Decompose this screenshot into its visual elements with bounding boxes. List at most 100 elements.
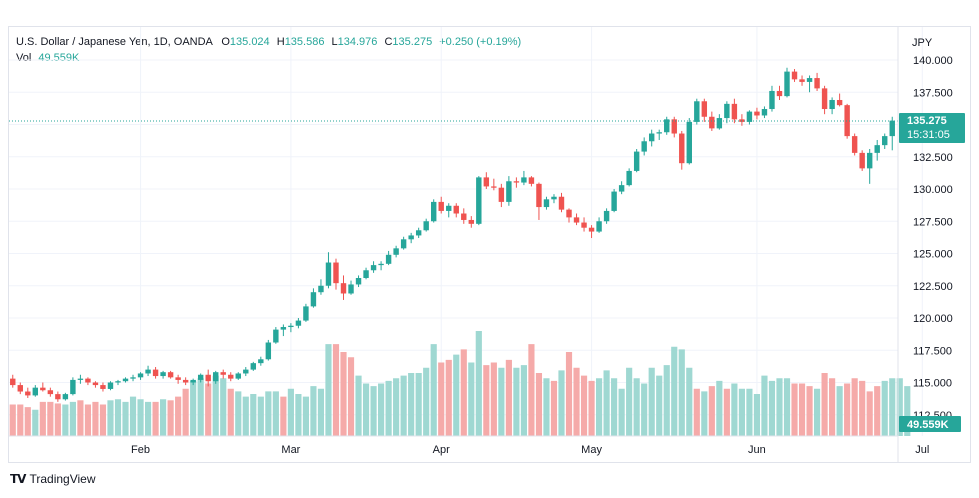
candle-body <box>160 372 166 377</box>
candle-body <box>468 219 474 224</box>
volume-label[interactable]: Vol <box>16 52 32 64</box>
candle-body <box>400 239 407 249</box>
candle-body <box>115 381 121 383</box>
candle-body <box>859 152 865 169</box>
candle-body <box>836 99 843 106</box>
volume-bar <box>626 367 633 436</box>
volume-bar <box>768 380 776 436</box>
volume-bar <box>235 391 242 436</box>
volume-bar <box>738 388 745 436</box>
volume-bar <box>701 391 708 436</box>
volume-bar <box>99 404 107 436</box>
volume-bar <box>370 386 377 436</box>
candle-body <box>273 329 279 343</box>
volume-bar <box>400 375 407 436</box>
volume-bar <box>54 403 61 436</box>
volume-bar <box>205 383 212 436</box>
candle-body <box>483 177 490 187</box>
brand[interactable]: 𝗧𝗩 TradingView <box>10 472 96 486</box>
candle-body <box>385 254 392 264</box>
candle-body <box>761 109 768 116</box>
candle-body <box>137 373 144 378</box>
volume-bar <box>355 375 362 436</box>
candle-body <box>265 342 272 360</box>
volume-bar <box>160 399 167 436</box>
volume-bar <box>302 396 310 436</box>
close-value: 135.275 <box>392 36 433 48</box>
candle-body <box>220 372 226 375</box>
volume-bar <box>287 388 294 436</box>
volume-badge[interactable] <box>899 416 961 432</box>
candle-body <box>325 262 332 286</box>
candle-body <box>70 379 76 395</box>
volume-bar <box>137 399 144 436</box>
open-label: O <box>221 36 230 48</box>
volume-bar <box>776 378 783 436</box>
volume-bar <box>753 394 761 436</box>
x-tick-label: Jul <box>915 444 929 456</box>
change-value: +0.250 (+0.19%) <box>439 36 522 48</box>
candle-body <box>806 78 813 82</box>
volume-bar <box>460 349 467 436</box>
candle-body <box>551 196 557 200</box>
volume-bar <box>423 367 430 436</box>
close-label: C <box>384 36 393 48</box>
currency-label: JPY <box>912 37 933 49</box>
symbol-title[interactable]: U.S. Dollar / Japanese Yen, 1D, OANDA <box>16 36 213 48</box>
volume-bar <box>829 378 836 436</box>
volume-bar <box>671 346 678 436</box>
candle-body <box>10 378 16 386</box>
candle-body <box>588 227 595 232</box>
volume-bar <box>550 380 558 436</box>
candle-body <box>686 121 692 164</box>
volume-bar <box>445 359 452 436</box>
candle-body <box>618 185 625 192</box>
candle-body <box>85 378 91 383</box>
candle-body <box>288 325 294 328</box>
candle-body <box>130 377 136 379</box>
candle-body <box>799 79 805 82</box>
volume-bar <box>250 394 257 436</box>
y-tick-label: 140.000 <box>913 55 953 67</box>
high-value: 135.586 <box>284 36 325 48</box>
candle-body <box>656 132 662 134</box>
candle-body <box>370 265 377 271</box>
volume-bar <box>798 383 806 436</box>
volume-bar <box>39 401 46 436</box>
volume-bar <box>212 375 219 436</box>
candle-body <box>626 170 632 186</box>
volume-bar <box>114 399 122 436</box>
price-badge[interactable] <box>899 112 965 143</box>
candle-body <box>228 374 234 379</box>
candle-body <box>791 71 798 80</box>
volume-bar <box>595 378 603 436</box>
volume-bar <box>528 344 535 436</box>
volume-bar <box>535 373 543 436</box>
candle-body <box>821 88 828 110</box>
volume-value: 49.559K <box>38 52 80 64</box>
candle-body <box>235 373 241 379</box>
volume-bar <box>152 401 159 436</box>
volume-bar <box>227 388 234 436</box>
candle-body <box>844 105 850 137</box>
volume-bar <box>881 380 888 436</box>
candle-body <box>633 151 640 171</box>
x-tick-label: Feb <box>131 444 150 456</box>
volume-bar <box>468 362 475 436</box>
candle-body <box>701 101 708 117</box>
volume-bar <box>663 365 670 436</box>
volume-bar <box>565 352 573 436</box>
volume-legend: Vol 49.559K <box>16 52 79 64</box>
volume-bar <box>84 404 92 436</box>
volume-bar <box>347 357 355 436</box>
candle-body <box>340 283 347 294</box>
volume-bar <box>167 400 174 436</box>
volume-bar <box>896 378 903 436</box>
candle-body <box>152 369 159 377</box>
candle-body <box>709 116 715 129</box>
x-tick-label: Apr <box>433 444 450 456</box>
countdown-label: 15:31:05 <box>907 129 950 141</box>
volume-bar <box>603 370 610 436</box>
candle-body <box>77 378 84 380</box>
